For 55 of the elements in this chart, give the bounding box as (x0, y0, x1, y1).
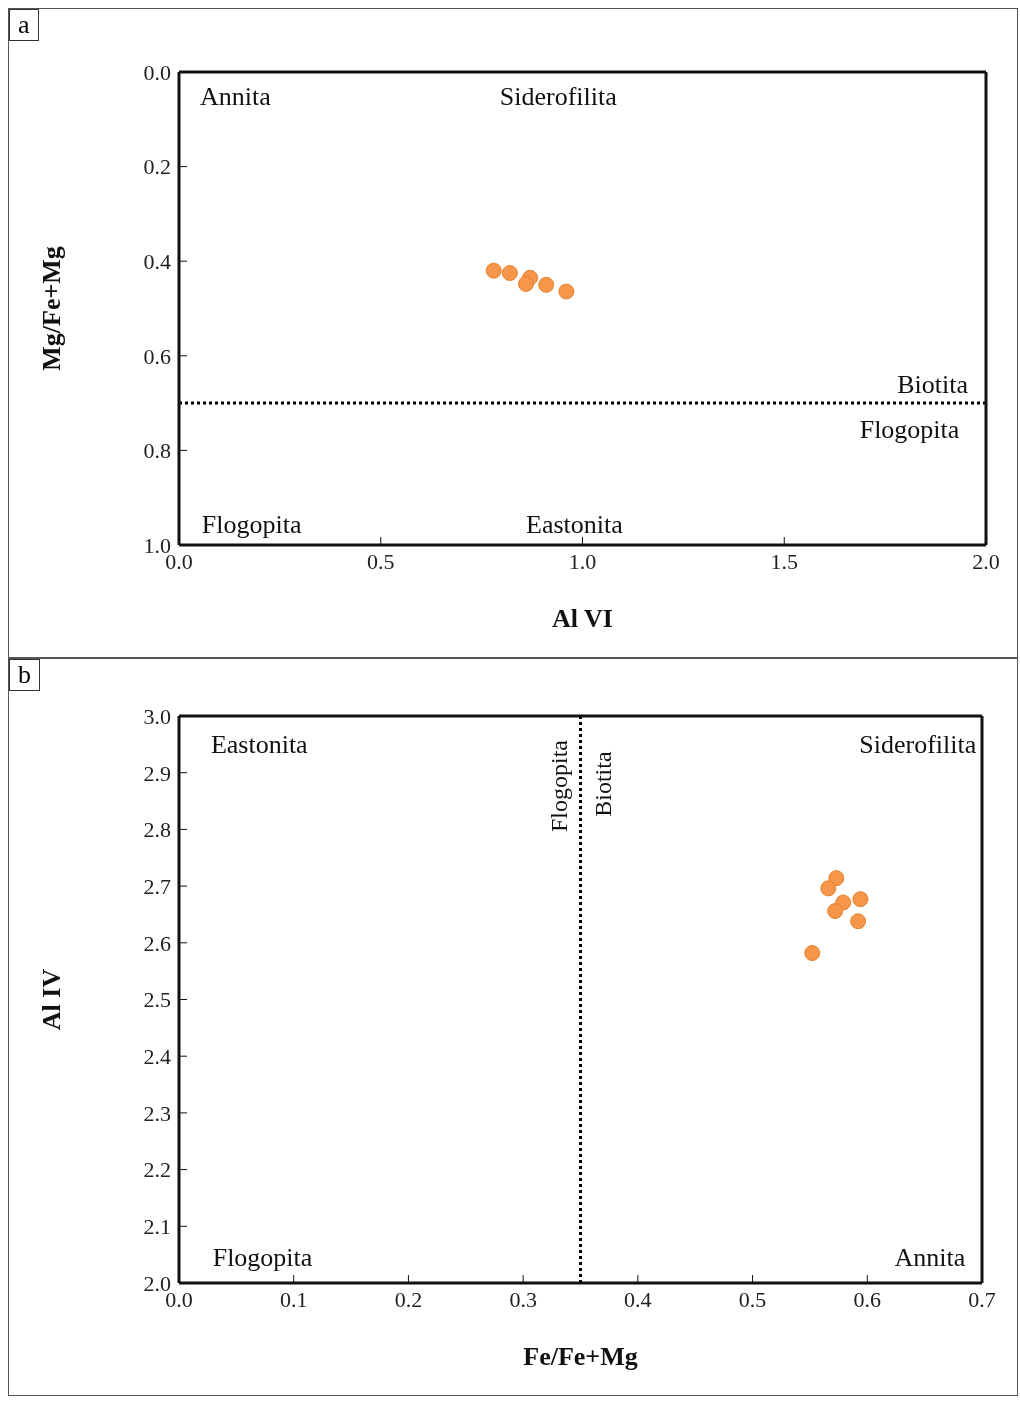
y-tick-label: 2.7 (143, 873, 171, 899)
x-tick-label: 1.5 (770, 548, 798, 574)
y-tick-label: 0.4 (143, 249, 171, 275)
x-axis-title: Al VI (552, 604, 613, 633)
annotation: Biotita (590, 751, 617, 817)
point (538, 276, 555, 293)
annotation: Flogopita (859, 415, 960, 445)
y-tick-label: 2.3 (143, 1100, 171, 1126)
annotation: Siderofilita (859, 730, 977, 760)
ref-line-label: Flogopita (545, 739, 572, 833)
y-tick-label: 2.5 (143, 987, 171, 1013)
x-axis-title: Fe/Fe+Mg (523, 1342, 638, 1371)
ref-line-label: Biotita (897, 370, 969, 400)
y-tick-label: 2.1 (143, 1214, 171, 1240)
y-tick-label: 3.0 (143, 703, 171, 729)
x-tick-label: 0.6 (853, 1286, 882, 1312)
annotation: Annita (200, 81, 272, 111)
annotation: Eastonita (526, 509, 624, 539)
y-tick-label: 2.4 (143, 1044, 171, 1070)
y-tick-label: 2.9 (143, 760, 171, 786)
point (828, 870, 845, 887)
annotation: Flogopita (201, 509, 302, 539)
annotation: Flogopita (212, 1243, 313, 1273)
x-tick-label: 2.0 (972, 548, 1000, 574)
point (850, 913, 867, 930)
point (820, 880, 837, 897)
y-tick-label: 0.0 (143, 59, 171, 85)
point (852, 891, 869, 908)
point (518, 275, 535, 292)
x-tick-label: 0.3 (509, 1286, 537, 1312)
x-tick-label: 0.1 (279, 1286, 308, 1312)
x-tick-label: 0.5 (738, 1286, 767, 1312)
y-tick-label: 0.6 (143, 343, 171, 369)
x-tick-label: 0.4 (624, 1286, 652, 1312)
annotation: Siderofilita (499, 81, 618, 111)
x-tick-label: 0.2 (394, 1286, 423, 1312)
point (827, 903, 844, 920)
point (804, 945, 821, 962)
y-tick-label: 0.8 (143, 438, 171, 464)
y-axis-title: Mg/Fe+Mg (37, 246, 67, 371)
annotation: Annita (894, 1243, 966, 1273)
x-tick-label: 0.5 (367, 548, 395, 574)
y-axis-title: Al IV (37, 968, 67, 1031)
annotation: Eastonita (210, 730, 309, 760)
point (485, 262, 502, 279)
y-tick-label: 2.8 (143, 817, 171, 843)
y-tick-label: 0.2 (143, 154, 171, 180)
x-tick-label: 0.7 (968, 1286, 996, 1312)
y-tick-label: 2.6 (143, 930, 171, 956)
x-tick-label: 1.0 (568, 548, 597, 574)
point (558, 283, 575, 300)
y-tick-label: 2.2 (143, 1157, 171, 1183)
chart-title: b (9, 659, 40, 691)
point (501, 265, 518, 282)
chart-title: a (9, 9, 39, 41)
